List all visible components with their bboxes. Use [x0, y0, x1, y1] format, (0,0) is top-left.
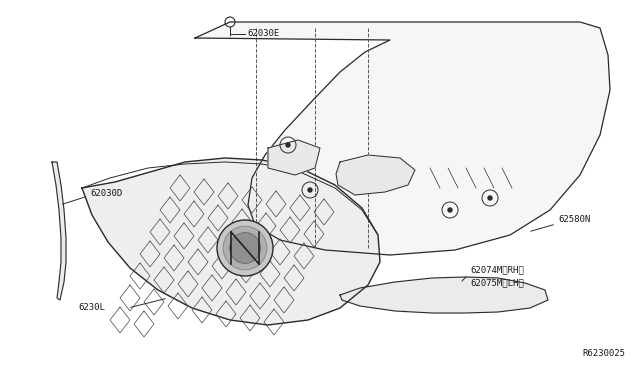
Text: 62580N: 62580N: [558, 215, 590, 224]
Text: 62030E: 62030E: [247, 29, 279, 38]
Text: 6230L: 6230L: [78, 304, 105, 312]
Text: 62075M〈LH〉: 62075M〈LH〉: [470, 279, 524, 288]
Polygon shape: [52, 162, 66, 300]
Text: R6230025: R6230025: [582, 349, 625, 358]
Polygon shape: [82, 158, 380, 325]
Circle shape: [223, 226, 267, 270]
Polygon shape: [195, 22, 610, 255]
Circle shape: [308, 188, 312, 192]
Circle shape: [286, 143, 290, 147]
Polygon shape: [340, 277, 548, 313]
Circle shape: [230, 232, 260, 263]
Circle shape: [217, 220, 273, 276]
Text: 62030D: 62030D: [90, 189, 122, 198]
Text: 62074M〈RH〉: 62074M〈RH〉: [470, 266, 524, 275]
Polygon shape: [336, 155, 415, 195]
Circle shape: [448, 208, 452, 212]
Circle shape: [488, 196, 492, 200]
Polygon shape: [268, 140, 320, 175]
